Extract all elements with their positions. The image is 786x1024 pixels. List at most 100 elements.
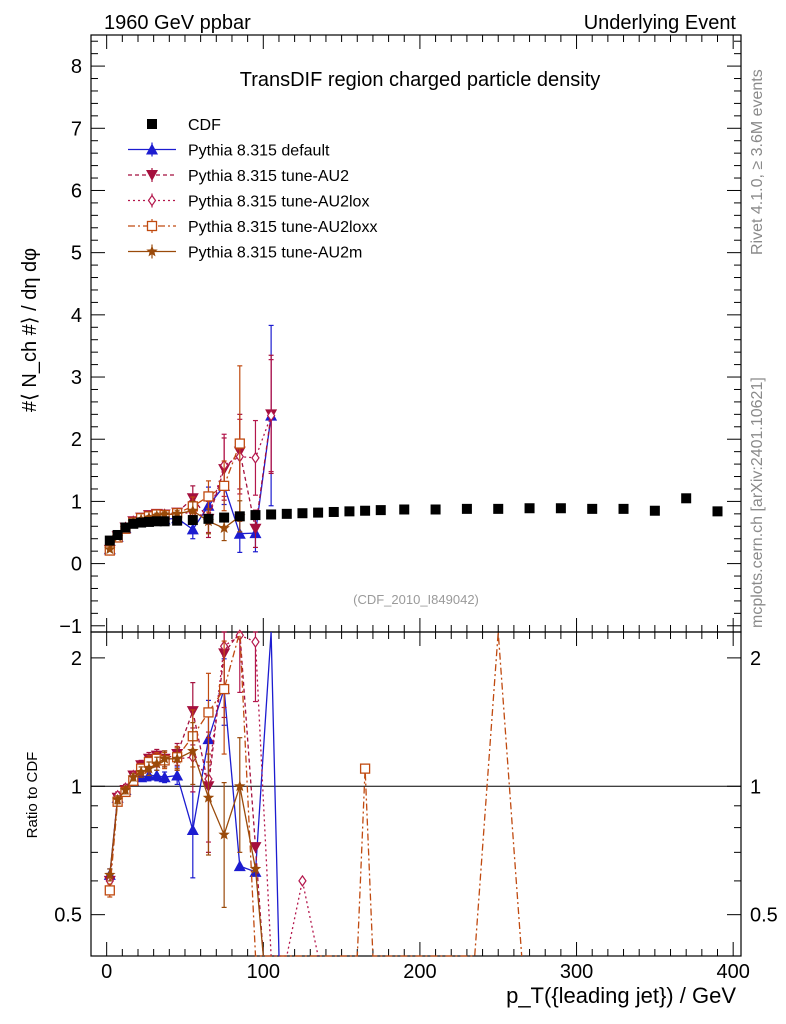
x-tick-label: 300 (560, 961, 593, 983)
data-point-au2 (249, 523, 262, 535)
ratio-axis-ticks: 0.5 0.5 1 1 2 2 (54, 648, 778, 957)
y-axis-title-main: #⟨ N_ch #⟩ / dη dφ (19, 248, 41, 412)
ratio-point-default (186, 823, 199, 835)
ratio-point-au2m (218, 828, 230, 840)
ratio-point-default (171, 769, 184, 781)
x-tick-label: 400 (716, 961, 749, 983)
data-point-cdf (681, 493, 692, 504)
y-tick-label-main: 2 (71, 429, 82, 451)
ratio-point-au2m (111, 793, 124, 805)
data-point-au2m (104, 543, 116, 555)
data-point-cdf (136, 517, 147, 528)
data-point-au2lox (266, 409, 276, 422)
data-point-cdf (461, 503, 472, 514)
ratio-point-au2m (135, 766, 147, 777)
legend-marker-cdf (147, 119, 157, 129)
y-tick-label-main: 8 (71, 56, 82, 78)
data-point-cdf (234, 511, 245, 522)
data-point-cdf (120, 522, 131, 533)
data-point-au2m (158, 508, 171, 520)
legend-label-cdf: CDF (188, 117, 221, 134)
y-tick-label-main: 3 (71, 367, 82, 389)
ratio-point-au2lox (298, 874, 307, 887)
data-point-au2loxx (218, 480, 230, 492)
ratio-point-au2m (249, 862, 262, 874)
data-point-cdf (649, 505, 660, 516)
y-tick-label-ratio: 2 (71, 648, 82, 670)
data-point-cdf (344, 506, 355, 517)
data-point-au2lox (251, 451, 260, 464)
data-point-cdf (493, 503, 504, 514)
data-point-cdf (151, 516, 162, 527)
ratio-point-au2m (127, 771, 139, 783)
y-tick-label-main: 0 (71, 554, 82, 576)
y-tick-label-ratio-right: 1 (750, 776, 761, 798)
y-tick-label-ratio: 1 (71, 776, 82, 798)
data-point-cdf (128, 518, 139, 529)
ratio-point-au2m (119, 784, 132, 795)
legend-marker-au2lox (147, 194, 157, 207)
x-axis-title: p_T({leading jet}) / GeV (506, 983, 736, 1008)
main-axis-ticks: −1 0 1 2 3 4 5 6 7 8 (59, 40, 741, 638)
ratio-point-au2loxx (203, 707, 214, 718)
ratio-point-au2loxx (218, 683, 230, 695)
data-point-cdf (360, 505, 371, 516)
ratio-point-au2loxx (104, 885, 115, 896)
data-point-cdf (618, 503, 629, 514)
data-point-cdf (587, 503, 598, 514)
y-tick-label-ratio: 0.5 (54, 905, 82, 927)
ratio-point-default (233, 860, 246, 872)
data-point-cdf (712, 506, 723, 517)
ratio-point-au2m (151, 757, 163, 769)
ratio-point-au2 (249, 842, 262, 854)
ratio-point-au2m (104, 868, 116, 880)
header-right: Underlying Event (584, 12, 737, 34)
header-left: 1960 GeV ppbar (104, 12, 251, 34)
data-point-au2m (218, 522, 230, 533)
ratio-point-au2lox (251, 635, 260, 648)
data-point-cdf (159, 516, 170, 527)
x-tick-label: 100 (247, 961, 280, 983)
ratio-panel-frame (90, 631, 742, 957)
data-point-cdf (112, 529, 123, 540)
ratio-point-au2m (234, 780, 246, 792)
data-point-cdf (313, 507, 324, 518)
ratio-point-au2m (202, 791, 215, 803)
y-tick-label-ratio-right: 2 (750, 648, 761, 670)
mcplots-label: mcplots.cern.ch [arXiv:2401.10621] (749, 377, 766, 628)
legend-label-au2lox: Pythia 8.315 tune-AU2lox (188, 194, 369, 211)
data-point-cdf (250, 510, 261, 521)
data-point-au2m (151, 509, 163, 521)
legend-label-au2loxx: Pythia 8.315 tune-AU2loxx (188, 219, 377, 236)
data-point-cdf (399, 504, 410, 515)
data-point-cdf (328, 506, 339, 517)
legend-label-au2: Pythia 8.315 tune-AU2 (188, 168, 349, 185)
data-point-cdf (555, 503, 566, 514)
data-point-cdf (172, 515, 183, 526)
x-tick-label: 0 (101, 961, 112, 983)
ratio-line-au2loxx (109, 631, 523, 957)
y-tick-label-main: 5 (71, 243, 82, 265)
data-point-au2loxx (234, 438, 245, 449)
rivet-label: Rivet 4.1.0, ≥ 3.6M events (749, 69, 766, 255)
data-point-cdf (430, 504, 441, 515)
data-point-au2m (171, 507, 183, 519)
legend-label-default: Pythia 8.315 default (188, 143, 330, 160)
series-line-au2loxx (109, 443, 241, 551)
legend-label-au2m: Pythia 8.315 tune-AU2m (188, 245, 362, 262)
data-point-cdf (375, 505, 386, 516)
x-tick-label: 200 (403, 961, 436, 983)
legend-marker-au2 (146, 170, 158, 181)
x-axis-ticks: 0 100 200 300 400 (101, 35, 750, 983)
ratio-point-default (150, 769, 163, 781)
data-point-cdf (104, 535, 115, 546)
data-point-cdf (143, 516, 154, 527)
data-point-au2m (187, 504, 199, 516)
data-point-cdf (281, 508, 292, 519)
y-tick-label-main: 7 (71, 118, 82, 140)
ratio-point-au2m (143, 762, 155, 774)
legend-marker-au2loxx (146, 220, 158, 232)
ratio-line-au2lox (109, 634, 319, 957)
y-tick-label-main: −1 (59, 616, 82, 638)
